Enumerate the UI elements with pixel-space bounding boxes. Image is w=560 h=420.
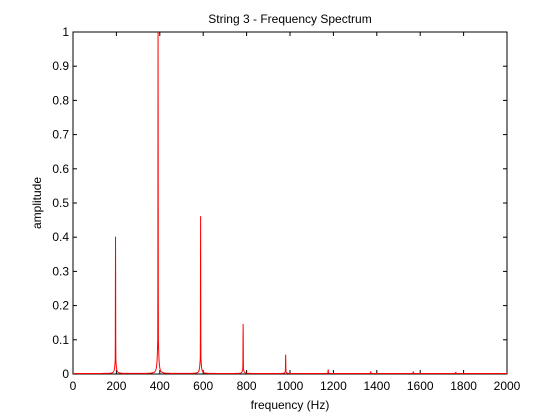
y-tick-label: 0.9 [52,59,69,73]
x-tick-label: 200 [106,379,126,393]
spectrum-series-line [73,31,507,374]
x-tick-label: 400 [150,379,170,393]
x-tick-label: 2000 [494,379,521,393]
y-tick-label: 0.6 [52,162,69,176]
x-tick-label: 1200 [320,379,347,393]
axis-tick-labels: 0 200 400 600 800 1000 1200 1400 1600 1800 2000 0 0.… [52,25,520,393]
plot-area [72,31,508,375]
y-tick-label: 0.7 [52,128,69,142]
x-axis-label: frequency (Hz) [251,398,330,412]
y-tick-label: 0 [62,367,69,381]
y-axis-label: amplitude [30,177,44,229]
x-tick-label: 0 [70,379,77,393]
y-tick-label: 0.4 [52,230,69,244]
y-tick-label: 0.1 [52,333,69,347]
y-tick-label: 0.3 [52,264,69,278]
x-tick-label: 1600 [407,379,434,393]
x-tick-label: 1000 [277,379,304,393]
x-tick-label: 1800 [450,379,477,393]
y-tick-label: 1 [62,25,69,39]
x-tick-label: 1400 [363,379,390,393]
x-tick-label: 800 [237,379,257,393]
y-tick-label: 0.5 [52,196,69,210]
chart-title: String 3 - Frequency Spectrum [208,12,371,26]
y-tick-label: 0.2 [52,299,69,313]
y-tick-label: 0.8 [52,93,69,107]
x-tick-label: 600 [193,379,213,393]
